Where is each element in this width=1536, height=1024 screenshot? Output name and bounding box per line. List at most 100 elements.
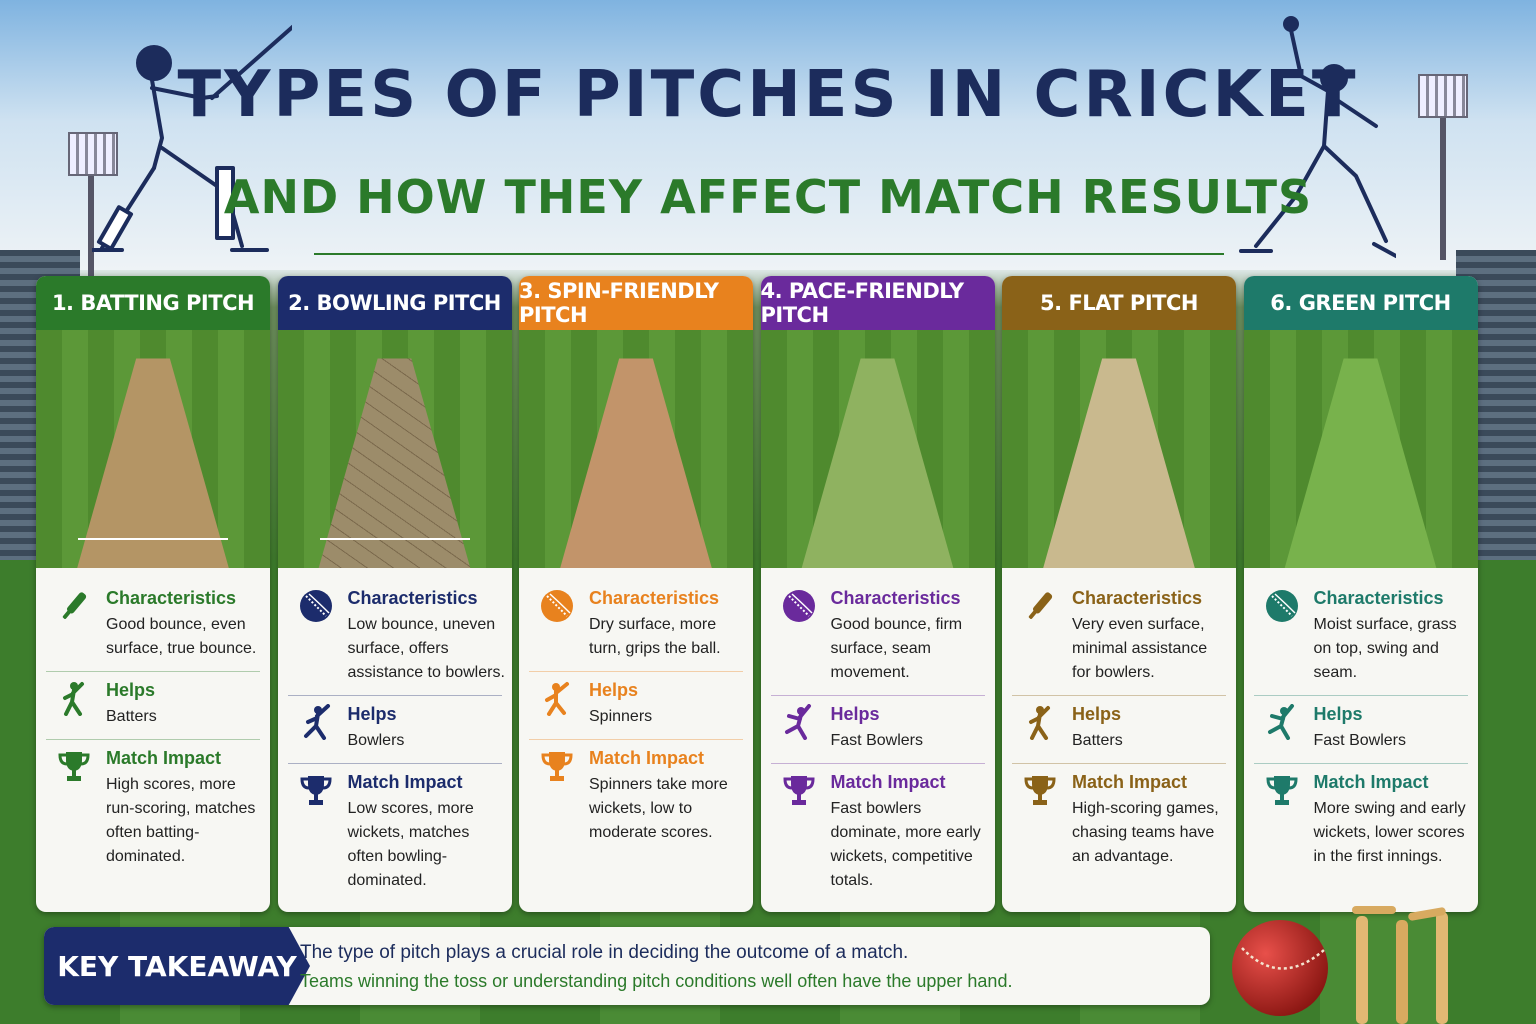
- floodlight-pole: [1440, 110, 1446, 260]
- helps-title: Helps: [106, 680, 156, 700]
- helps-section: Helps Bowlers: [278, 704, 512, 753]
- helps-text: Batters: [106, 708, 157, 725]
- characteristics-title: Characteristics: [347, 588, 478, 608]
- characteristics-text: Moist surface, grass on top, swing and s…: [1313, 616, 1457, 681]
- match-impact-text: Low scores, more wickets, matches often …: [347, 800, 474, 889]
- ball-icon: [1264, 588, 1300, 624]
- pitch-card: 5. FLAT PITCH Characteristics Very even …: [1002, 276, 1236, 912]
- match-impact-section: Match Impact Spinners take more wickets,…: [519, 748, 753, 845]
- match-impact-text: High scores, more run-scoring, matches o…: [106, 776, 256, 865]
- section-divider: [770, 763, 985, 764]
- section-divider: [46, 671, 260, 672]
- pitch-photo: [1002, 330, 1236, 568]
- pitch-photo: [1243, 330, 1478, 568]
- helps-section: Helps Batters: [36, 680, 270, 729]
- pitch-card: 2. BOWLING PITCH Characteristics Low bou…: [277, 276, 512, 912]
- ball-icon: [298, 588, 334, 624]
- trophy-icon: [781, 772, 817, 808]
- title-divider: [314, 253, 1224, 255]
- pitch-photo: [277, 330, 512, 568]
- match-impact-section: Match Impact High scores, more run-scori…: [36, 748, 270, 869]
- section-divider: [287, 695, 502, 696]
- section-divider: [1012, 763, 1226, 764]
- match-impact-section: Match Impact Low scores, more wickets, m…: [278, 772, 512, 893]
- page-subtitle: AND HOW THEY AFFECT MATCH RESULTS: [223, 170, 1313, 224]
- key-takeaway-line-1: The type of pitch plays a crucial role i…: [300, 942, 909, 963]
- page-title: TYPES OF PITCHES IN CRICKET: [177, 58, 1359, 132]
- floodlight-icon: [1418, 74, 1468, 118]
- match-impact-section: Match Impact High-scoring games, chasing…: [1002, 772, 1236, 869]
- helps-section: Helps Fast Bowlers: [761, 704, 995, 753]
- helps-title: Helps: [1072, 704, 1122, 724]
- match-impact-title: Match Impact: [1072, 772, 1188, 792]
- batter-icon: [56, 680, 92, 716]
- helps-text: Bowlers: [347, 732, 405, 749]
- spinner-icon: [539, 680, 575, 716]
- key-takeaway-line-2: Teams winning the toss or understanding …: [300, 971, 1013, 991]
- pitch-card: 3. SPIN-FRIENDLY PITCH Characteristics D…: [519, 276, 753, 912]
- pitch-card-heading: 3. SPIN-FRIENDLY PITCH: [519, 276, 753, 330]
- helps-title: Helps: [1313, 704, 1363, 724]
- match-impact-title: Match Impact: [589, 748, 705, 768]
- pitch-photo: [760, 330, 995, 568]
- section-divider: [46, 739, 260, 740]
- section-divider: [1253, 695, 1468, 696]
- section-divider: [529, 671, 743, 672]
- match-impact-title: Match Impact: [830, 772, 946, 792]
- characteristics-title: Characteristics: [830, 588, 961, 608]
- trophy-icon: [298, 772, 334, 808]
- stumps-icon: [1352, 906, 1448, 1024]
- characteristics-section: Characteristics Good bounce, firm surfac…: [761, 588, 995, 685]
- trophy-icon: [1022, 772, 1058, 808]
- characteristics-title: Characteristics: [589, 588, 720, 608]
- match-impact-section: Match Impact Fast bowlers dominate, more…: [761, 772, 995, 893]
- characteristics-title: Characteristics: [106, 588, 237, 608]
- pitch-card-heading: 6. GREEN PITCH: [1243, 276, 1478, 330]
- helps-title: Helps: [347, 704, 397, 724]
- pitch-card-heading: 1. BATTING PITCH: [36, 276, 270, 330]
- match-impact-text: Fast bowlers dominate, more early wicket…: [830, 800, 981, 889]
- trophy-icon: [56, 748, 92, 784]
- helps-text: Fast Bowlers: [830, 732, 923, 749]
- sky-background: [0, 0, 1536, 270]
- helps-section: Helps Fast Bowlers: [1244, 704, 1478, 753]
- bowler-icon: [298, 704, 334, 740]
- pitch-card: 4. PACE-FRIENDLY PITCH Characteristics G…: [760, 276, 995, 912]
- pitch-card-heading: 2. BOWLING PITCH: [277, 276, 512, 330]
- trophy-icon: [1264, 772, 1300, 808]
- key-takeaway-banner: KEY TAKEAWAY The type of pitch plays a c…: [44, 927, 1210, 1005]
- section-divider: [1012, 695, 1226, 696]
- match-impact-title: Match Impact: [1313, 772, 1429, 792]
- ball-icon: [781, 588, 817, 624]
- match-impact-section: Match Impact More swing and early wicket…: [1244, 772, 1478, 869]
- ball-and-stumps-illustration: [1232, 906, 1448, 1024]
- match-impact-title: Match Impact: [106, 748, 222, 768]
- trophy-icon: [539, 748, 575, 784]
- pitch-card: 6. GREEN PITCH Characteristics Moist sur…: [1243, 276, 1478, 912]
- section-divider: [287, 763, 502, 764]
- pitch-photo: [36, 330, 270, 568]
- key-takeaway-label: KEY TAKEAWAY: [44, 927, 310, 1005]
- characteristics-section: Characteristics Low bounce, uneven surfa…: [278, 588, 512, 685]
- characteristics-text: Good bounce, firm surface, seam movement…: [830, 616, 963, 681]
- characteristics-text: Good bounce, even surface, true bounce.: [106, 616, 257, 657]
- section-divider: [1253, 763, 1468, 764]
- pitch-card: 1. BATTING PITCH Characteristics Good bo…: [36, 276, 270, 912]
- helps-section: Helps Batters: [1002, 704, 1236, 753]
- helps-title: Helps: [589, 680, 639, 700]
- batter-icon: [1022, 704, 1058, 740]
- ball-icon: [539, 588, 575, 624]
- match-impact-text: More swing and early wickets, lower scor…: [1313, 800, 1466, 865]
- match-impact-text: High-scoring games, chasing teams have a…: [1072, 800, 1219, 865]
- characteristics-section: Characteristics Moist surface, grass on …: [1244, 588, 1478, 685]
- characteristics-title: Characteristics: [1072, 588, 1203, 608]
- helps-title: Helps: [830, 704, 880, 724]
- characteristics-text: Very even surface, minimal assistance fo…: [1072, 616, 1208, 681]
- characteristics-section: Characteristics Good bounce, even surfac…: [36, 588, 270, 661]
- match-impact-text: Spinners take more wickets, low to moder…: [589, 776, 728, 841]
- pitch-card-heading: 4. PACE-FRIENDLY PITCH: [760, 276, 995, 330]
- fast-bowler-icon: [781, 704, 817, 740]
- match-impact-title: Match Impact: [347, 772, 463, 792]
- pitch-photo: [519, 330, 753, 568]
- section-divider: [529, 739, 743, 740]
